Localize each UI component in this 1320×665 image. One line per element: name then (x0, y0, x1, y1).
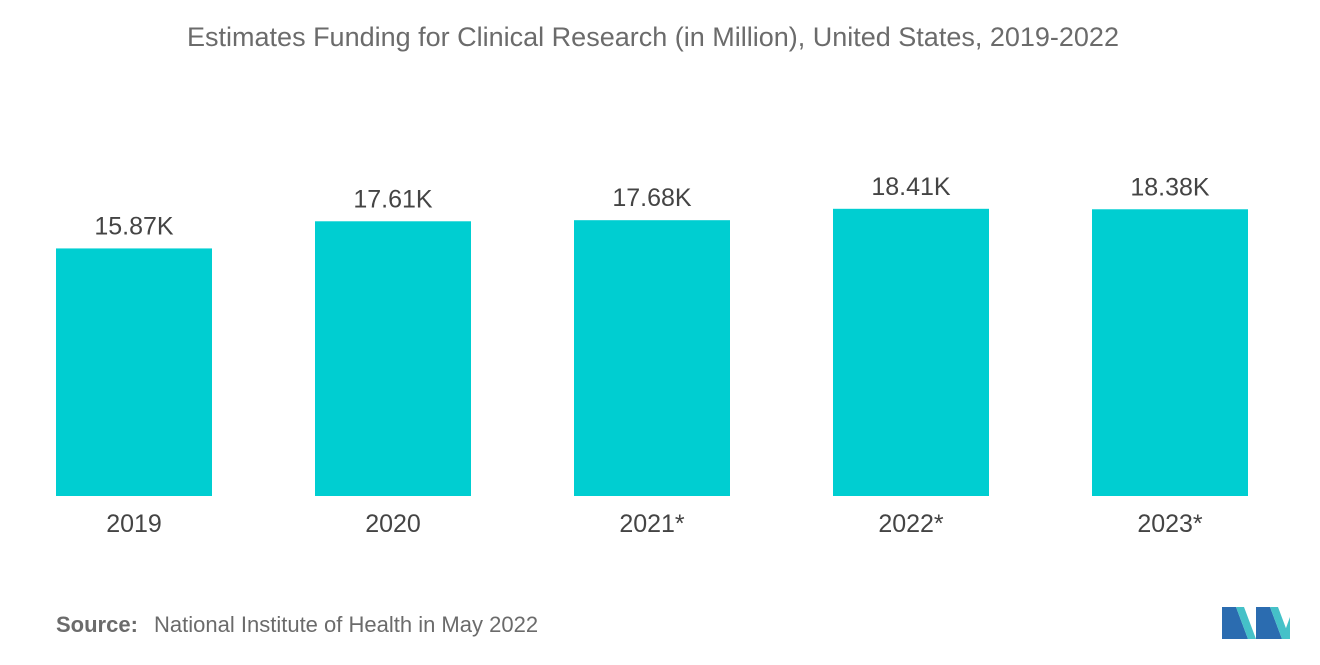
data-label: 18.38K (1130, 173, 1210, 201)
bar-2021-est (574, 220, 730, 496)
data-label: 17.61K (353, 185, 433, 213)
data-label: 18.41K (871, 173, 951, 201)
source-note: Source: National Institute of Health in … (56, 612, 538, 638)
x-tick-label: 2022* (878, 510, 944, 538)
bar-2020 (315, 221, 471, 496)
bar-2019 (56, 248, 212, 496)
x-tick-label: 2021* (619, 510, 685, 538)
source-label: Source: (56, 612, 138, 637)
x-tick-label: 2019 (106, 510, 162, 538)
data-label: 17.68K (612, 184, 692, 212)
bar-chart: 15.87K 2019 17.61K 2020 17.68K 2021* 18.41K 202… (56, 173, 1248, 538)
data-label: 15.87K (94, 212, 174, 240)
source-text: National Institute of Health in May 2022 (154, 612, 539, 637)
x-tick-label: 2020 (365, 510, 421, 538)
mordor-intelligence-logo-icon (1222, 607, 1290, 639)
bar-2022-est (833, 208, 989, 496)
chart-title: Estimates Funding for Clinical Research … (187, 22, 1119, 52)
bar-2023-est (1092, 209, 1248, 496)
x-tick-label: 2023* (1137, 510, 1203, 538)
